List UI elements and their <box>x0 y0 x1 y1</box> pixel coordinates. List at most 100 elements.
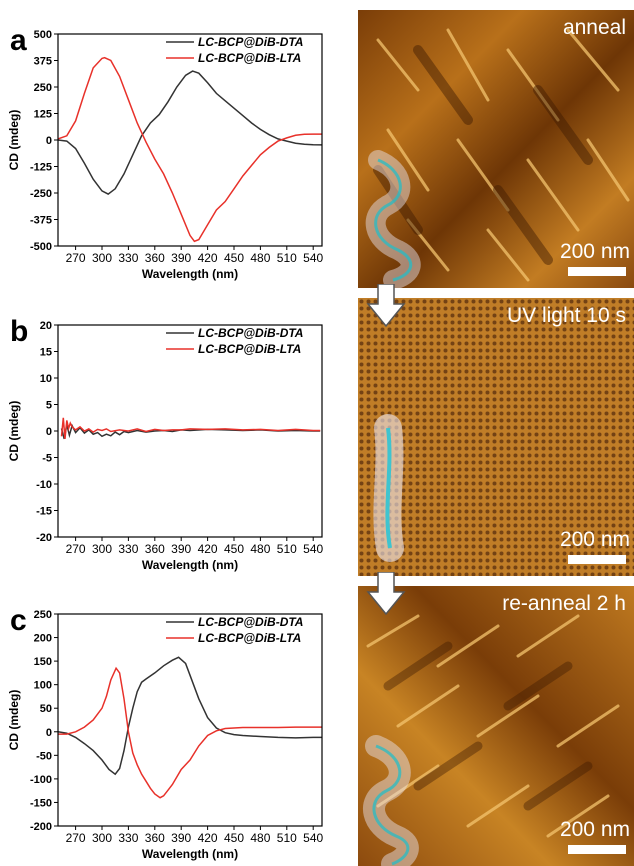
x-tick-label: 510 <box>277 251 297 265</box>
down-arrow-icon-2 <box>366 572 406 616</box>
y-axis-label: CD (mdeg) <box>7 401 21 462</box>
y-tick-label: 0 <box>46 727 52 739</box>
y-axis-label: CD (mdeg) <box>7 690 21 751</box>
y-tick-label: -50 <box>36 750 52 762</box>
x-tick-label: 360 <box>145 251 165 265</box>
down-arrow-icon <box>366 284 406 328</box>
series-line-lta <box>58 56 322 243</box>
x-tick-label: 450 <box>224 251 244 265</box>
cylinder-model-icon <box>373 414 404 562</box>
afm-image-uv: UV light 10 s 200 nm <box>358 298 634 576</box>
series-line-dta <box>60 423 321 440</box>
y-tick-label: 500 <box>34 29 52 41</box>
panel-label: c <box>10 604 27 637</box>
plot-frame <box>57 613 323 827</box>
x-tick-label: 330 <box>118 542 138 556</box>
series-line-lta <box>60 417 321 439</box>
x-tick-label: 450 <box>224 831 244 845</box>
afm-image-anneal: anneal 200 nm <box>358 10 634 288</box>
y-tick-label: -10 <box>36 479 52 491</box>
scale-bar-uv <box>568 555 626 564</box>
y-tick-label: -200 <box>30 821 52 833</box>
x-tick-label: 300 <box>92 542 112 556</box>
afm-texture-reanneal <box>358 586 634 866</box>
afm-texture-anneal <box>358 10 634 288</box>
afm-label-reanneal: re-anneal 2 h <box>502 592 626 615</box>
y-tick-label: 200 <box>34 633 52 645</box>
y-tick-label: 0 <box>46 426 52 438</box>
y-tick-label: 250 <box>34 609 52 621</box>
x-tick-label: 480 <box>250 542 270 556</box>
y-tick-label: -150 <box>30 797 52 809</box>
y-tick-label: -500 <box>30 241 52 253</box>
y-tick-label: 125 <box>34 109 52 121</box>
y-tick-label: -375 <box>30 215 52 227</box>
helix-model-icon <box>365 150 421 288</box>
scale-bar-reanneal <box>568 845 626 854</box>
x-tick-label: 480 <box>250 251 270 265</box>
x-tick-label: 420 <box>198 542 218 556</box>
series-group <box>60 417 321 440</box>
y-tick-label: -5 <box>42 453 52 465</box>
series-group <box>58 56 322 243</box>
legend-label: LC-BCP@DiB-DTA <box>198 326 303 340</box>
y-tick-label: 0 <box>46 135 52 147</box>
x-tick-label: 270 <box>66 251 86 265</box>
afm-texture-uv <box>358 298 634 576</box>
legend-label: LC-BCP@DiB-LTA <box>198 51 301 65</box>
x-tick-label: 390 <box>171 831 191 845</box>
x-tick-label: 510 <box>277 831 297 845</box>
x-axis-label: Wavelength (nm) <box>142 847 238 861</box>
x-tick-label: 450 <box>224 542 244 556</box>
chart-panel-a: a 270 300 330 360 390 420 450 480 510 540 -500 -375 -… <box>7 24 324 281</box>
scale-label-reanneal: 200 nm <box>559 818 630 841</box>
y-tick-label: 10 <box>40 373 52 385</box>
scale-bar-anneal <box>568 267 626 276</box>
x-tick-label: 480 <box>250 831 270 845</box>
panel-label: b <box>10 315 28 348</box>
x-tick-label: 270 <box>66 542 86 556</box>
scale-label-uv: 200 nm <box>559 528 630 551</box>
y-tick-label: -20 <box>36 532 52 544</box>
series-line-dta <box>58 656 322 776</box>
y-tick-label: 50 <box>40 703 52 715</box>
x-tick-label: 420 <box>198 831 218 845</box>
y-tick-label: -15 <box>36 506 52 518</box>
x-tick-label: 300 <box>92 831 112 845</box>
y-tick-label: 100 <box>34 680 52 692</box>
series-group <box>58 656 322 799</box>
x-tick-label: 330 <box>118 251 138 265</box>
x-axis-label: Wavelength (nm) <box>142 267 238 281</box>
series-line-dta <box>58 70 322 195</box>
y-tick-label: -125 <box>30 162 52 174</box>
legend-label: LC-BCP@DiB-DTA <box>198 35 303 49</box>
helix-model-icon-2 <box>363 735 419 866</box>
legend-label: LC-BCP@DiB-LTA <box>198 342 301 356</box>
y-axis-label: CD (mdeg) <box>7 110 21 171</box>
x-tick-label: 330 <box>118 831 138 845</box>
y-tick-label: 15 <box>40 347 52 359</box>
y-tick-label: 375 <box>34 56 52 68</box>
afm-label-uv: UV light 10 s <box>506 304 626 327</box>
x-tick-label: 540 <box>303 831 323 845</box>
x-tick-label: 270 <box>66 831 86 845</box>
x-tick-label: 360 <box>145 542 165 556</box>
y-tick-label: 5 <box>46 400 52 412</box>
y-tick-label: -100 <box>30 774 52 786</box>
plot-frame <box>57 33 323 247</box>
x-tick-label: 540 <box>303 542 323 556</box>
x-tick-label: 360 <box>145 831 165 845</box>
plot-frame <box>57 324 323 538</box>
x-tick-label: 390 <box>171 251 191 265</box>
y-tick-label: 150 <box>34 656 52 668</box>
afm-label-anneal: anneal <box>562 16 626 39</box>
afm-image-reanneal: re-anneal 2 h 200 nm <box>358 586 634 866</box>
x-axis-label: Wavelength (nm) <box>142 558 238 572</box>
x-tick-label: 420 <box>198 251 218 265</box>
legend-label: LC-BCP@DiB-LTA <box>198 631 301 645</box>
legend-label: LC-BCP@DiB-DTA <box>198 615 303 629</box>
panel-label: a <box>10 24 27 57</box>
y-tick-label: -250 <box>30 188 52 200</box>
